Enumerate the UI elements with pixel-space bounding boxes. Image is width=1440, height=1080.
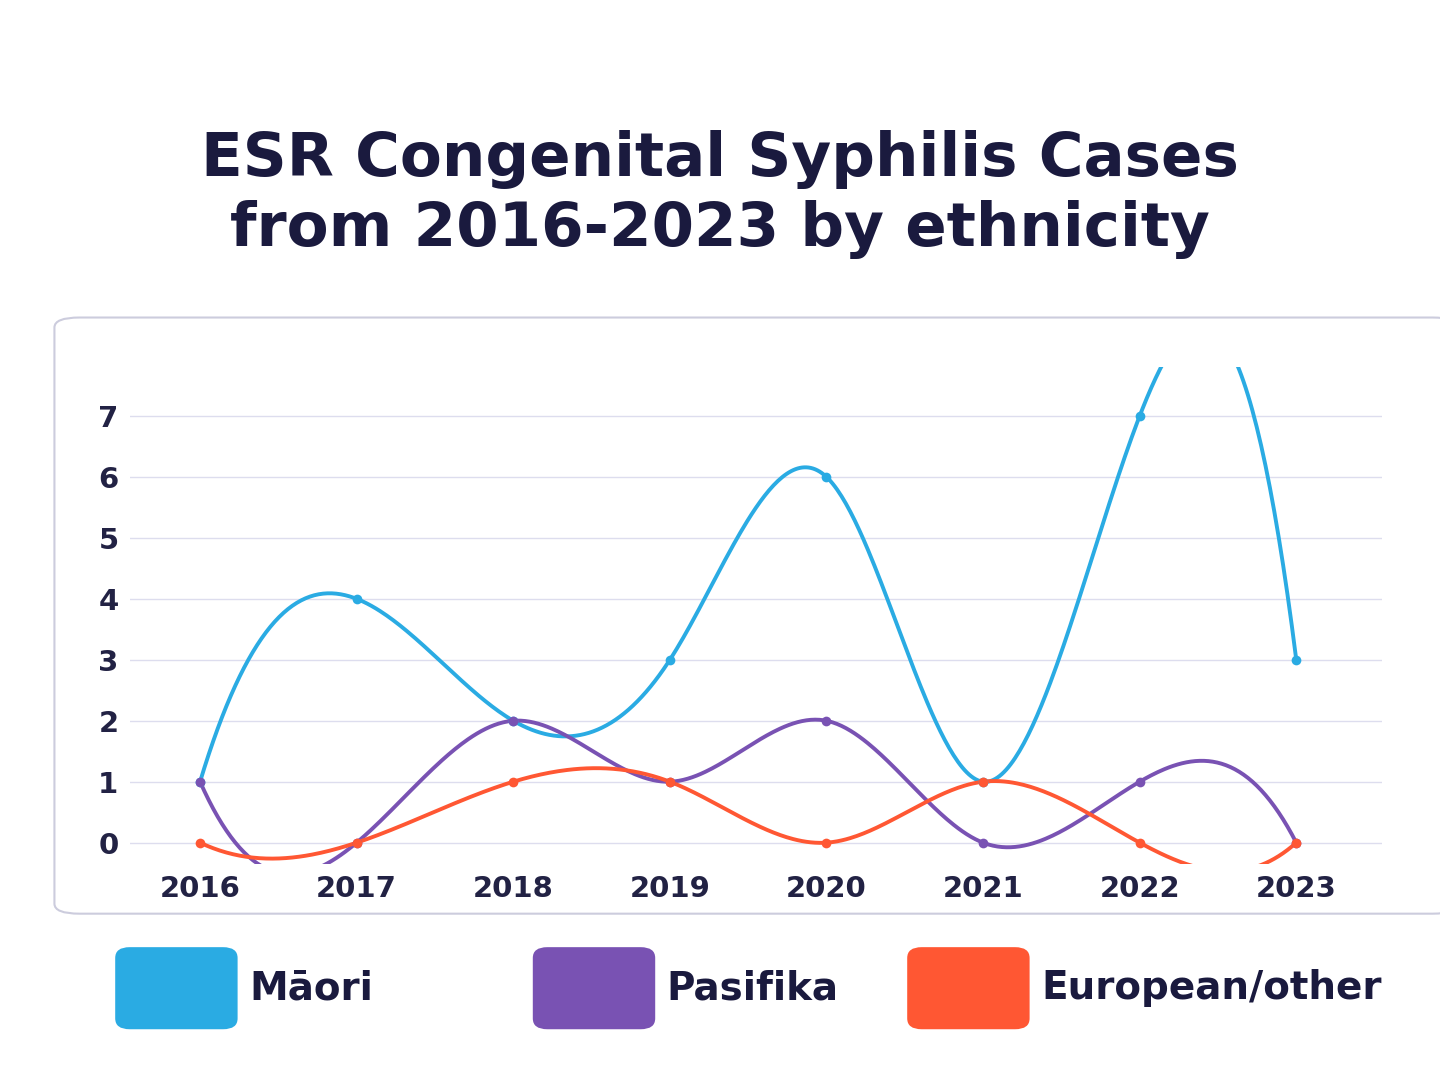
Text: ESR Congenital Syphilis Cases
from 2016-2023 by ethnicity: ESR Congenital Syphilis Cases from 2016-… (202, 130, 1238, 259)
Text: Māori: Māori (249, 969, 373, 1008)
Text: European/other: European/other (1041, 969, 1381, 1008)
Text: Pasifika: Pasifika (667, 969, 838, 1008)
FancyBboxPatch shape (55, 318, 1440, 914)
